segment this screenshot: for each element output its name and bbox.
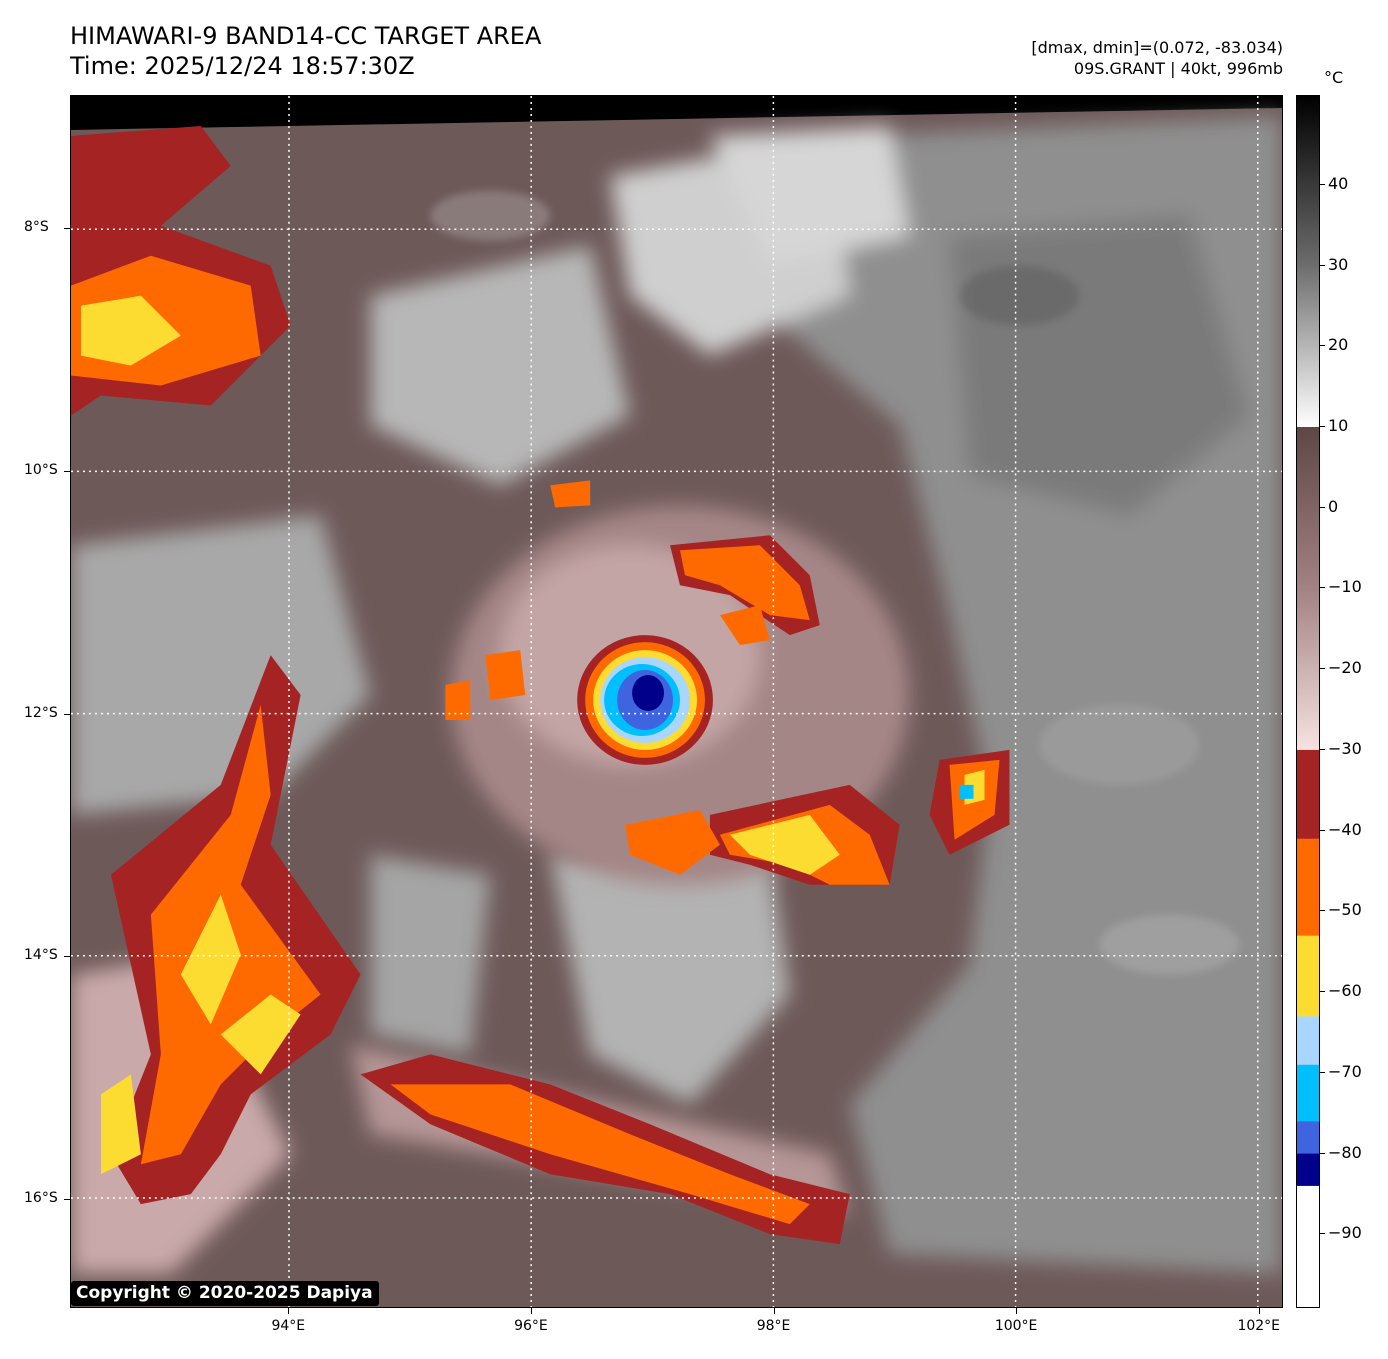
west-convective-band <box>100 655 361 1205</box>
colorbar-tick-mark <box>1320 506 1325 508</box>
storm-center <box>577 635 713 765</box>
colorbar-segment <box>1297 1016 1319 1066</box>
satellite-image <box>70 95 1283 1308</box>
colorbar-tick-mark <box>1320 183 1325 185</box>
colorbar-tick-label: 0 <box>1328 496 1339 516</box>
colorbar-segment <box>1297 838 1319 937</box>
colorbar-tick-label: 40 <box>1328 173 1349 193</box>
lat-tick-label: 8°S <box>24 219 49 236</box>
colorbar-segment <box>1297 1064 1319 1122</box>
colorbar-scale <box>1297 96 1319 1307</box>
lat-tick-mark <box>64 1198 70 1200</box>
colorbar-segment <box>1297 1153 1319 1187</box>
lon-tick-label: 98°E <box>756 1318 791 1334</box>
lat-lon-gridlines <box>71 96 1282 1307</box>
colorbar-segment <box>1297 749 1319 840</box>
colorbar-tick-label: −70 <box>1328 1061 1362 1081</box>
colorbar-segment <box>1297 96 1319 428</box>
colorbar-tick-label: 20 <box>1328 335 1349 355</box>
map-time: Time: 2025/12/24 18:57:30Z <box>70 52 415 80</box>
colorbar-tick-label: −10 <box>1328 577 1362 597</box>
colorbar-tick-label: −30 <box>1328 738 1362 758</box>
colorbar-unit: °C <box>1324 68 1344 87</box>
data-range-stats: [dmax, dmin]=(0.072, -83.034) <box>1031 38 1283 57</box>
colorbar-tick-mark <box>1320 829 1325 831</box>
lat-tick-mark <box>64 713 70 715</box>
cloud-texture <box>430 190 1240 975</box>
cloud-top-temperature-map <box>71 96 1282 1307</box>
lon-tick-label: 94°E <box>271 1318 306 1334</box>
lon-tick-mark <box>530 1308 532 1314</box>
colorbar-tick-mark <box>1320 1152 1325 1154</box>
lon-tick-mark <box>1016 1308 1018 1314</box>
colorbar-segment <box>1297 1121 1319 1155</box>
colorbar-tick-label: 10 <box>1328 416 1349 435</box>
colorbar-tick-mark <box>1320 910 1325 912</box>
lat-tick-label: 10°S <box>24 462 58 479</box>
colorbar-tick-label: 30 <box>1328 254 1349 274</box>
colorbar <box>1296 95 1320 1308</box>
colorbar-tick-mark <box>1320 1071 1325 1073</box>
lon-tick-label: 100°E <box>994 1318 1038 1334</box>
colorbar-tick-mark <box>1320 345 1325 347</box>
nw-convective-band <box>71 125 291 416</box>
lon-tick-label: 102°E <box>1237 1318 1281 1334</box>
colorbar-tick-mark <box>1320 264 1325 266</box>
colorbar-segment <box>1297 427 1319 751</box>
colorbar-tick-label: −50 <box>1328 900 1362 920</box>
lon-tick-label: 96°E <box>514 1318 548 1334</box>
colorbar-tick-label: −20 <box>1328 658 1362 678</box>
east-convective-cells <box>445 480 1010 885</box>
south-convective-band <box>360 1054 850 1245</box>
lat-tick-label: 14°S <box>24 947 58 964</box>
colorbar-tick-label: −80 <box>1328 1142 1362 1162</box>
colorbar-tick-mark <box>1320 426 1325 427</box>
warm-clear-areas <box>71 115 1282 1275</box>
colorbar-tick-mark <box>1320 587 1325 589</box>
colorbar-tick-mark <box>1320 1233 1325 1235</box>
colorbar-tick-label: −40 <box>1328 819 1362 839</box>
lat-tick-mark <box>64 228 70 230</box>
lat-tick-label: 12°S <box>24 704 58 721</box>
lat-tick-mark <box>64 956 70 958</box>
no-data-band <box>71 96 1282 130</box>
colorbar-tick-mark <box>1320 748 1325 750</box>
colorbar-tick-label: −90 <box>1328 1223 1362 1243</box>
colorbar-segment <box>1297 935 1319 1017</box>
lat-tick-mark <box>64 471 70 473</box>
copyright-label: Copyright © 2020-2025 Dapiya <box>71 1281 379 1306</box>
colorbar-tick-label: −60 <box>1328 981 1362 1001</box>
lon-tick-mark <box>1258 1308 1260 1314</box>
lat-tick-label: 16°S <box>24 1189 58 1206</box>
colorbar-tick-mark <box>1320 991 1325 993</box>
colorbar-segment <box>1297 1185 1319 1307</box>
colorbar-tick-mark <box>1320 668 1325 670</box>
map-title: HIMAWARI-9 BAND14-CC TARGET AREA <box>70 22 542 50</box>
storm-info: 09S.GRANT | 40kt, 996mb <box>1073 59 1283 78</box>
lon-tick-mark <box>288 1308 290 1314</box>
lon-tick-mark <box>773 1308 775 1314</box>
